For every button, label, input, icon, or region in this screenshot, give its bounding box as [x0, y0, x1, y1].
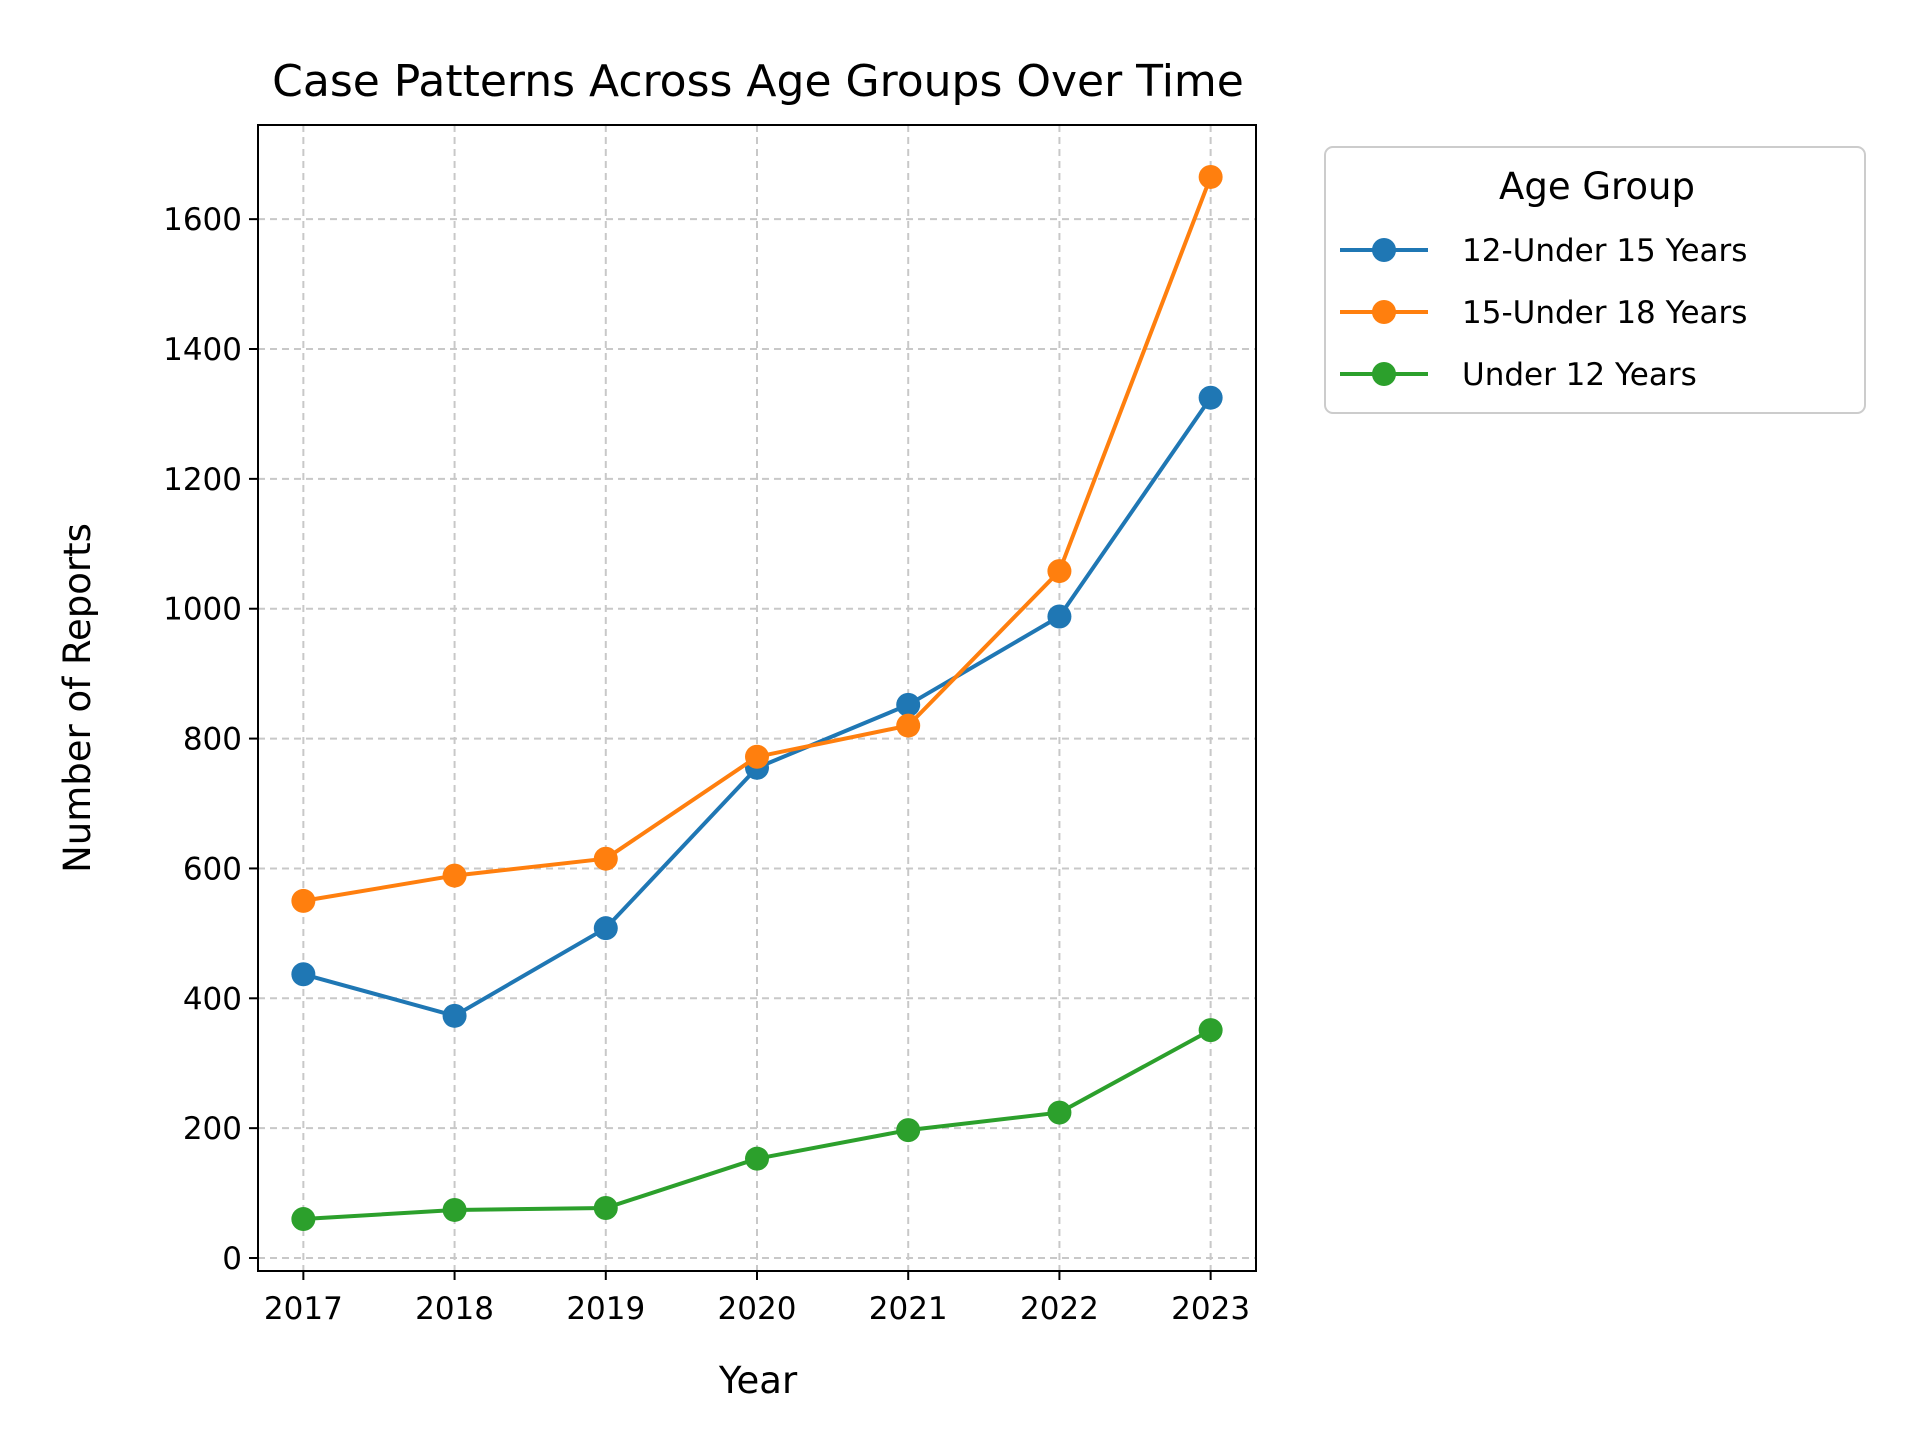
x-tick-label: 2023 — [1171, 1291, 1250, 1327]
legend-label: 15-Under 18 Years — [1462, 295, 1747, 331]
data-point — [745, 744, 769, 769]
x-tick-label: 2020 — [718, 1291, 797, 1327]
y-tick-label: 200 — [183, 1111, 242, 1147]
data-point — [1047, 559, 1072, 584]
x-tick-label: 2019 — [566, 1291, 645, 1327]
data-point — [291, 962, 316, 987]
y-tick-label: 1000 — [163, 592, 242, 628]
y-tick-label: 1600 — [163, 202, 242, 238]
legend-entries: 12-Under 15 Years 15-Under 18 Years Under … — [1340, 233, 1747, 393]
data-point — [896, 692, 921, 717]
data-point — [896, 1118, 921, 1143]
legend-box — [1324, 146, 1866, 414]
chart-title: Case Patterns Across Age Groups Over Tim… — [272, 56, 1244, 107]
series-layer — [291, 164, 1223, 1232]
x-tick-label: 2021 — [869, 1291, 948, 1327]
y-tick-label: 0 — [222, 1241, 242, 1277]
data-point — [1198, 385, 1223, 410]
legend-label: Under 12 Years — [1462, 357, 1697, 393]
x-axis-ticks: 2017 2018 2019 2020 2021 2022 2023 — [264, 1271, 1250, 1327]
legend-label: 12-Under 15 Years — [1462, 233, 1747, 269]
data-point — [745, 1146, 769, 1171]
y-tick-label: 1200 — [163, 462, 242, 498]
legend-entry: Under 12 Years — [1340, 357, 1697, 393]
data-point — [1198, 164, 1223, 189]
y-axis-label: Number of Reports — [56, 523, 99, 873]
series-2 — [291, 164, 1223, 913]
data-point — [1047, 1100, 1072, 1125]
data-point — [291, 1207, 316, 1232]
legend-marker — [1372, 238, 1396, 262]
data-point — [442, 1197, 467, 1222]
data-point — [1198, 1018, 1223, 1043]
x-tick-label: 2022 — [1020, 1291, 1099, 1327]
legend: Age Group 12-Under 15 Years 15-Under 18 Y… — [1324, 146, 1866, 414]
data-point — [442, 863, 467, 888]
y-tick-label: 400 — [183, 981, 242, 1017]
x-tick-label: 2018 — [415, 1291, 494, 1327]
data-point — [291, 888, 316, 913]
legend-marker — [1372, 362, 1396, 386]
data-point — [442, 1003, 467, 1028]
legend-entry: 15-Under 18 Years — [1340, 295, 1747, 331]
x-tick-label: 2017 — [264, 1291, 343, 1327]
x-axis-label: Year — [718, 1359, 798, 1402]
data-point — [1047, 604, 1072, 629]
y-tick-label: 600 — [183, 851, 242, 887]
legend-title: Age Group — [1499, 165, 1695, 208]
data-point — [896, 713, 921, 738]
legend-marker — [1372, 300, 1396, 324]
data-point — [593, 846, 618, 871]
y-tick-label: 1400 — [163, 332, 242, 368]
grid — [258, 125, 1256, 1271]
series-3 — [291, 1018, 1223, 1232]
data-point — [593, 916, 618, 941]
y-tick-label: 800 — [183, 722, 242, 758]
data-point — [593, 1196, 618, 1221]
y-axis-ticks: 0 200 400 600 800 1000 1200 1400 1600 — [163, 202, 258, 1277]
legend-entry: 12-Under 15 Years — [1340, 233, 1747, 269]
